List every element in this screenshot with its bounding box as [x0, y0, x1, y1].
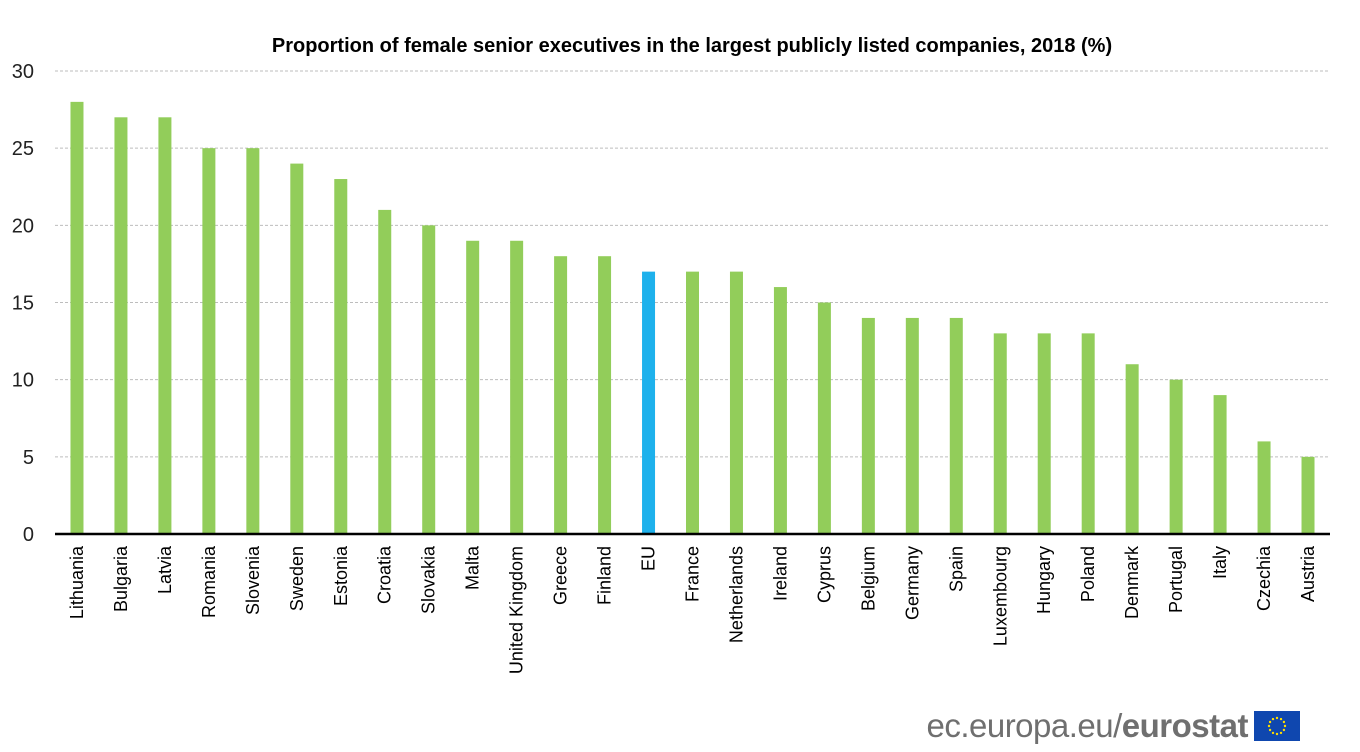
y-tick-label: 15: [12, 293, 34, 315]
bar-slovenia: [246, 148, 260, 534]
chart-title: Proportion of female senior executives i…: [272, 35, 1112, 57]
bar-austria: [1301, 456, 1315, 534]
bar-italy: [1213, 395, 1227, 534]
flag-star: [1268, 720, 1272, 724]
y-tick-label: 0: [23, 524, 34, 546]
x-tick-label: Lithuania: [67, 545, 87, 619]
x-tick-label: Austria: [1298, 545, 1318, 602]
x-tick-label: Bulgaria: [111, 545, 131, 612]
y-tick-label: 5: [23, 447, 34, 469]
x-tick-label: Slovakia: [419, 545, 439, 614]
bar-germany: [905, 317, 919, 534]
bar-france: [686, 271, 699, 534]
x-tick-label: Sweden: [287, 546, 307, 611]
bar-lithuania: [70, 101, 84, 534]
x-tick-label: Germany: [902, 546, 922, 620]
bar-romania: [202, 148, 216, 534]
bar-croatia: [378, 209, 392, 534]
bar-belgium: [861, 317, 875, 534]
x-tick-label: Finland: [595, 546, 615, 605]
x-tick-label: Belgium: [858, 546, 878, 611]
y-tick-label: 25: [12, 138, 34, 160]
bar-eu: [642, 271, 656, 534]
flag-star: [1279, 731, 1283, 735]
bar-malta: [466, 240, 480, 534]
y-axis-ticks: 0 5 10 15 20 25 30: [12, 61, 34, 546]
x-axis-ticks: Lithuania Bulgaria Latvia Romania Slovenia Sw…: [67, 545, 1318, 674]
x-tick-label: Portugal: [1166, 546, 1186, 613]
bar-latvia: [158, 117, 172, 535]
bar-luxembourg: [993, 333, 1007, 534]
bar-sweden: [290, 163, 304, 534]
bar-bulgaria: [114, 117, 128, 535]
source-domain: ec.europa.eu/: [926, 707, 1122, 744]
bar-ireland: [773, 287, 787, 534]
x-tick-label: Netherlands: [726, 546, 746, 643]
flag-star: [1275, 716, 1279, 720]
x-tick-label: France: [683, 546, 703, 602]
x-tick-label: Latvia: [155, 545, 175, 594]
flag-star: [1282, 728, 1286, 732]
bar-poland: [1081, 333, 1095, 534]
x-tick-label: Italy: [1210, 546, 1230, 579]
flag-star: [1268, 728, 1272, 732]
x-tick-label: Ireland: [770, 546, 790, 601]
bars: [70, 101, 1315, 535]
bar-estonia: [334, 179, 348, 535]
bar-greece: [554, 256, 568, 534]
y-tick-label: 30: [12, 61, 34, 83]
flag-star: [1267, 724, 1271, 728]
x-tick-label: Spain: [946, 546, 966, 592]
bar-united-kingdom: [510, 240, 524, 534]
eu-flag-icon: [1254, 711, 1300, 741]
bar-finland: [598, 256, 612, 534]
y-tick-label: 10: [12, 370, 34, 392]
bar-hungary: [1037, 333, 1051, 534]
x-tick-label: Hungary: [1034, 546, 1054, 614]
x-tick-label: Czechia: [1254, 545, 1274, 611]
bar-spain: [949, 317, 963, 534]
x-tick-label: United Kingdom: [507, 546, 527, 674]
source-url[interactable]: ec.europa.eu/eurostat: [926, 707, 1248, 745]
x-tick-label: Malta: [463, 545, 483, 590]
flag-star: [1283, 724, 1287, 728]
bar-czechia: [1257, 441, 1271, 534]
x-tick-label: Croatia: [375, 545, 395, 604]
x-tick-label: Poland: [1078, 546, 1098, 602]
bar-netherlands: [729, 271, 743, 534]
x-tick-label: Romania: [199, 545, 219, 618]
x-tick-label: Denmark: [1122, 545, 1142, 619]
bar-denmark: [1125, 364, 1139, 534]
x-tick-label: Estonia: [331, 545, 351, 606]
flag-star: [1282, 720, 1286, 724]
x-tick-label: Slovenia: [243, 545, 263, 615]
flag-star: [1271, 717, 1275, 721]
x-tick-label: Greece: [551, 546, 571, 605]
x-tick-label: EU: [639, 546, 659, 571]
flag-star: [1279, 717, 1283, 721]
flag-star: [1275, 732, 1279, 736]
flag-star: [1271, 731, 1275, 735]
x-tick-label: Cyprus: [814, 546, 834, 603]
x-tick-label: Luxembourg: [990, 546, 1010, 646]
y-tick-label: 20: [12, 215, 34, 237]
bar-slovakia: [422, 225, 436, 535]
source-footer: ec.europa.eu/eurostat: [926, 706, 1300, 746]
bar-cyprus: [817, 302, 831, 534]
source-brand: eurostat: [1121, 707, 1249, 744]
bar-portugal: [1169, 379, 1183, 534]
